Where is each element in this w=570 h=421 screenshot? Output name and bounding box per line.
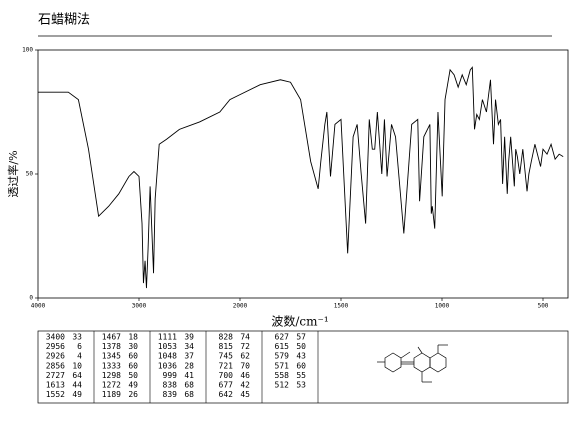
x-tick-label: 2000	[233, 303, 248, 310]
peak-transmittance: 30	[128, 342, 138, 351]
y-tick-label: 0	[29, 295, 33, 302]
peak-wavenumber: 2926	[46, 352, 65, 361]
peak-wavenumber: 2856	[46, 361, 65, 370]
y-tick-label: 100	[22, 47, 33, 54]
peak-wavenumber: 558	[275, 371, 290, 380]
x-tick-label: 1500	[334, 303, 349, 310]
peak-wavenumber: 838	[163, 381, 178, 390]
peak-transmittance: 18	[128, 333, 138, 342]
peak-wavenumber: 642	[219, 390, 234, 399]
peak-wavenumber: 721	[219, 361, 234, 370]
peak-transmittance: 49	[128, 381, 138, 390]
peak-transmittance: 60	[128, 361, 138, 370]
peak-transmittance: 28	[184, 361, 194, 370]
peak-wavenumber: 999	[163, 371, 178, 380]
peak-transmittance: 26	[128, 390, 138, 399]
peak-wavenumber: 828	[219, 333, 234, 342]
peak-wavenumber: 1378	[102, 342, 121, 351]
peak-transmittance: 33	[72, 333, 82, 342]
peak-transmittance: 60	[128, 352, 138, 361]
peak-wavenumber: 815	[219, 342, 234, 351]
peak-transmittance: 46	[240, 371, 250, 380]
peak-transmittance: 37	[184, 352, 194, 361]
peak-wavenumber: 615	[275, 342, 290, 351]
peak-wavenumber: 1048	[158, 352, 177, 361]
x-tick-label: 1000	[435, 303, 450, 310]
peak-transmittance: 57	[296, 333, 306, 342]
peak-wavenumber: 1613	[46, 381, 65, 390]
peak-wavenumber: 2727	[46, 371, 65, 380]
structure	[377, 344, 448, 383]
peak-transmittance: 44	[72, 381, 82, 390]
peak-wavenumber: 512	[275, 381, 290, 390]
peak-wavenumber: 1333	[102, 361, 121, 370]
peak-transmittance: 4	[77, 352, 82, 361]
x-tick-label: 4000	[31, 303, 46, 310]
peak-transmittance: 64	[72, 371, 82, 380]
peak-transmittance: 74	[240, 333, 250, 342]
x-axis-label: 波数/cm⁻¹	[271, 314, 328, 329]
peak-transmittance: 45	[240, 390, 250, 399]
peak-wavenumber: 3400	[46, 333, 65, 342]
y-axis-label: 透过率/%	[6, 150, 20, 197]
peak-transmittance: 39	[184, 333, 194, 342]
table-frame	[37, 330, 569, 404]
peak-wavenumber: 745	[219, 352, 234, 361]
x-tick-label: 500	[538, 303, 549, 310]
peak-wavenumber: 1467	[102, 333, 121, 342]
peak-wavenumber: 677	[219, 381, 234, 390]
peak-transmittance: 43	[296, 352, 306, 361]
peak-transmittance: 50	[128, 371, 138, 380]
peak-wavenumber: 1189	[102, 390, 121, 399]
peak-transmittance: 62	[240, 352, 250, 361]
peak-transmittance: 70	[240, 361, 250, 370]
peak-wavenumber: 571	[275, 361, 290, 370]
peak-transmittance: 60	[296, 361, 306, 370]
peak-wavenumber: 1053	[158, 342, 177, 351]
peak-wavenumber: 579	[275, 352, 290, 361]
peak-wavenumber: 700	[219, 371, 234, 380]
peak-transmittance: 42	[240, 381, 250, 390]
peak-transmittance: 41	[184, 371, 194, 380]
peak-transmittance: 68	[184, 390, 194, 399]
peak-wavenumber: 2956	[46, 342, 65, 351]
peak-transmittance: 34	[184, 342, 194, 351]
peak-transmittance: 68	[184, 381, 194, 390]
peak-wavenumber: 1298	[102, 371, 121, 380]
peak-transmittance: 50	[296, 342, 306, 351]
plot-frame	[37, 49, 569, 299]
x-tick-label: 3000	[132, 303, 147, 310]
peak-transmittance: 10	[72, 361, 82, 370]
spectrum-line	[38, 66, 564, 289]
peak-wavenumber: 627	[275, 333, 290, 342]
chart-title: 石蜡糊法	[38, 12, 90, 28]
peak-transmittance: 72	[240, 342, 250, 351]
peak-wavenumber: 1036	[158, 361, 177, 370]
peak-wavenumber: 1552	[46, 390, 65, 399]
peak-transmittance: 55	[296, 371, 306, 380]
peak-transmittance: 53	[296, 381, 306, 390]
peak-wavenumber: 1111	[158, 333, 177, 342]
peak-wavenumber: 1272	[102, 381, 121, 390]
peak-transmittance: 49	[72, 390, 82, 399]
y-tick-label: 50	[26, 171, 34, 178]
peak-wavenumber: 839	[163, 390, 178, 399]
peak-transmittance: 6	[77, 342, 82, 351]
peak-wavenumber: 1345	[102, 352, 121, 361]
